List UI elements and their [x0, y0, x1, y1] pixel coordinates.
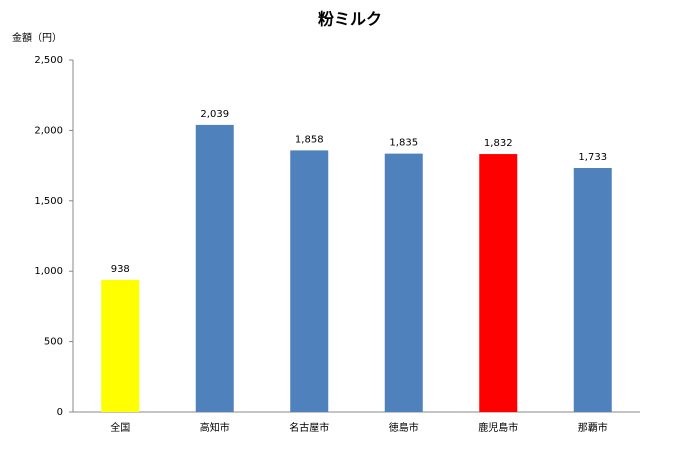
value-label: 2,039 — [200, 109, 229, 120]
x-tick-label: 名古屋市 — [289, 421, 329, 434]
y-tick-label: 500 — [44, 337, 63, 348]
value-label: 1,832 — [484, 138, 513, 149]
x-tick-label: 徳島市 — [389, 421, 419, 434]
bar — [195, 124, 234, 412]
bar — [101, 279, 140, 412]
y-tick-label: 0 — [57, 407, 63, 418]
x-tick-label: 高知市 — [200, 421, 230, 434]
chart-title: 粉ミルク — [318, 10, 382, 29]
bar — [479, 154, 518, 413]
y-tick-label: 2,000 — [34, 125, 63, 136]
y-tick-label: 1,000 — [34, 266, 63, 277]
y-tick-label: 1,500 — [34, 196, 63, 207]
bar — [290, 150, 329, 412]
x-tick-label: 鹿児島市 — [478, 421, 518, 434]
y-tick-label: 2,500 — [34, 55, 63, 66]
x-tick-label: 那覇市 — [578, 421, 608, 434]
value-label: 1,733 — [578, 152, 607, 163]
x-tick-label: 全国 — [110, 421, 130, 434]
value-label: 1,858 — [295, 134, 324, 145]
value-label: 938 — [111, 264, 130, 275]
y-axis-label: 金額（円） — [12, 31, 62, 44]
bar — [573, 167, 612, 412]
bar — [384, 153, 423, 412]
value-label: 1,835 — [389, 138, 418, 149]
